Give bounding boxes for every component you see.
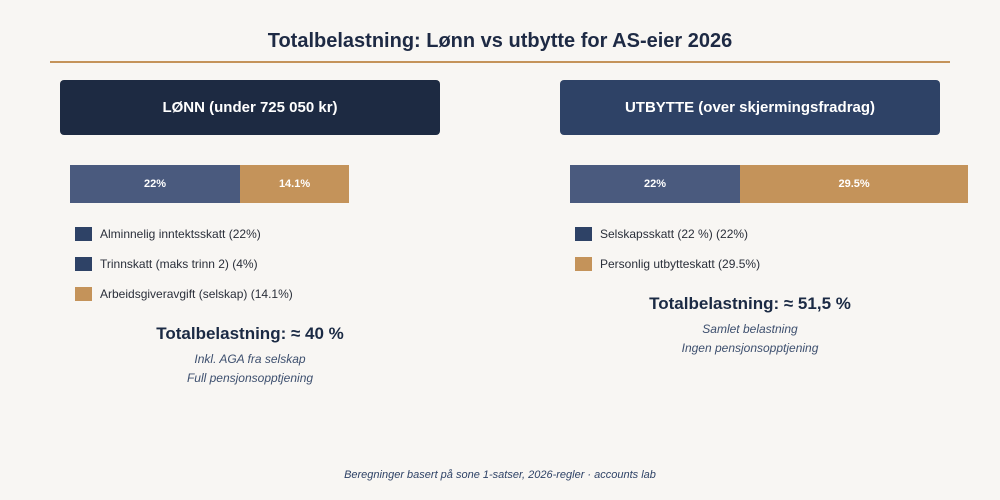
salary-header: LØNN (under 725 050 kr) — [60, 80, 440, 135]
dividend-bar-segment-label: 29.5% — [838, 178, 870, 190]
salary-notes: Inkl. AGA fra selskap Full pensjonsopptj… — [60, 350, 440, 388]
salary-legend-item: Trinnskatt (maks trinn 2) (4%) — [75, 249, 293, 279]
dividend-header-label: UTBYTTE (over skjermingsfradrag) — [624, 99, 876, 116]
salary-note-2: Full pensjonsopptjening — [186, 371, 314, 385]
dividend-legend-item: Personlig utbytteskatt (29.5%) — [575, 249, 760, 279]
salary-header-label: LØNN (under 725 050 kr) — [162, 99, 338, 116]
dividend-legend-label: Personlig utbytteskatt (29.5%) — [600, 257, 761, 271]
dividend-header: UTBYTTE (over skjermingsfradrag) — [560, 80, 940, 135]
salary-bar-segment-label: 22% — [144, 178, 167, 190]
salary-stacked-bar: 22% 14.1% — [70, 165, 350, 203]
dividend-note-2: Ingen pensjonsopptjening — [681, 341, 819, 355]
salary-note-1: Inkl. AGA fra selskap — [194, 352, 306, 366]
salary-panel: LØNN (under 725 050 kr) 22% 14.1% Alminne… — [60, 80, 440, 385]
footer-note: Beregninger basert på sone 1-satser, 202… — [344, 469, 656, 481]
salary-legend-item: Arbeidsgiveravgift (selskap) (14.1%) — [75, 279, 293, 309]
salary-bar-segment-label: 14.1% — [278, 178, 311, 190]
dividend-legend-label: Selskapsskatt (22 %) (22%) — [600, 227, 749, 241]
dividend-legend: Selskapsskatt (22 %) (22%) Personlig utby… — [575, 219, 760, 279]
salary-legend-label: Arbeidsgiveravgift (selskap) (14.1%) — [100, 287, 293, 301]
dividend-summary: Totalbelastning: ≈ 51,5 % Samlet belastn… — [560, 294, 940, 358]
salary-legend-item: Alminnelig inntektsskatt (22%) — [75, 219, 293, 249]
title-divider — [50, 61, 950, 63]
dividend-bar-segment-label: 22% — [644, 178, 667, 190]
dividend-notes: Samlet belastning Ingen pensjonsopptjeni… — [560, 320, 940, 358]
dividend-legend-swatch — [575, 257, 592, 271]
chart-title: Totalbelastning: Lønn vs utbytte for AS-… — [267, 30, 733, 52]
salary-summary: Totalbelastning: ≈ 40 % Inkl. AGA fra se… — [60, 324, 440, 388]
dividend-bar-segment-2: 29.5% — [740, 165, 969, 203]
salary-total: Totalbelastning: ≈ 40 % — [156, 324, 344, 343]
dividend-legend-item: Selskapsskatt (22 %) (22%) — [575, 219, 760, 249]
dividend-panel: UTBYTTE (over skjermingsfradrag) 22% 29.5… — [560, 80, 969, 355]
salary-legend-swatch — [75, 227, 92, 241]
dividend-stacked-bar: 22% 29.5% — [570, 165, 969, 203]
salary-bar-segment-1: 22% — [70, 165, 241, 203]
salary-legend-swatch — [75, 257, 92, 271]
salary-legend: Alminnelig inntektsskatt (22%) Trinnskatt… — [75, 219, 293, 309]
salary-bar-segment-2: 14.1% — [240, 165, 350, 203]
dividend-bar-segment-1: 22% — [570, 165, 741, 203]
dividend-legend-swatch — [575, 227, 592, 241]
dividend-total: Totalbelastning: ≈ 51,5 % — [649, 294, 851, 313]
dividend-note-1: Samlet belastning — [702, 322, 798, 336]
salary-legend-label: Trinnskatt (maks trinn 2) (4%) — [100, 257, 258, 271]
salary-legend-swatch — [75, 287, 92, 301]
salary-legend-label: Alminnelig inntektsskatt (22%) — [100, 227, 261, 241]
